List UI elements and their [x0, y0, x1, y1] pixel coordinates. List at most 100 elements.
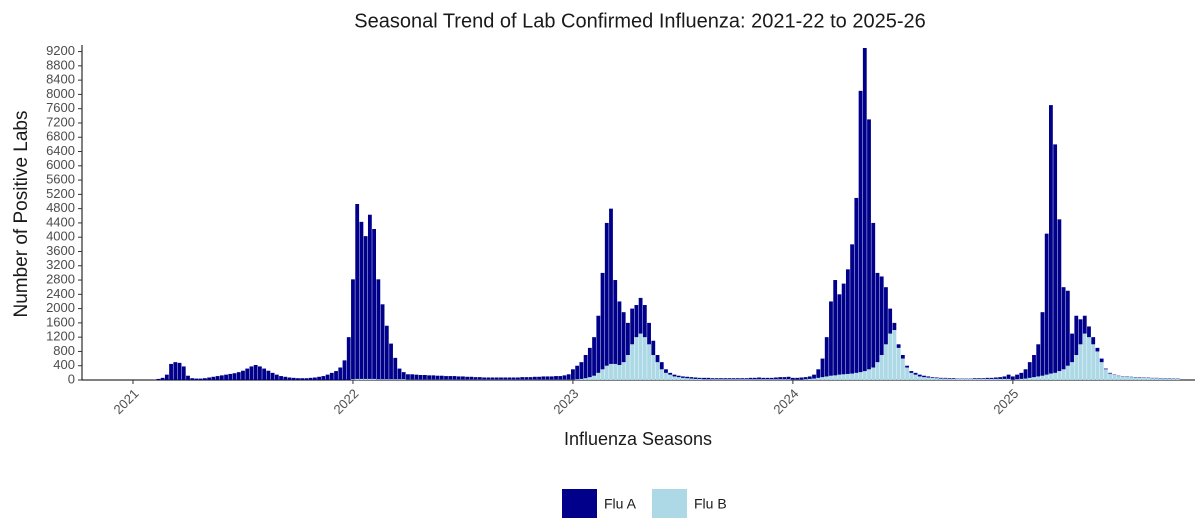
- bar: [431, 375, 436, 380]
- bar: [1044, 233, 1049, 375]
- bar: [985, 377, 990, 379]
- bar: [1091, 337, 1096, 345]
- bar: [617, 365, 622, 380]
- bar: [833, 280, 838, 376]
- bar: [710, 379, 715, 380]
- bar: [224, 374, 228, 380]
- bar: [579, 362, 584, 379]
- bar: [896, 344, 901, 348]
- bar: [287, 377, 292, 380]
- bar: [494, 377, 499, 380]
- bar: [1040, 375, 1045, 380]
- bar: [372, 228, 377, 379]
- bar: [879, 276, 884, 356]
- bar: [304, 378, 309, 380]
- bar: [867, 369, 871, 380]
- bar: [905, 365, 909, 368]
- bar: [1074, 315, 1079, 356]
- bar: [245, 368, 250, 380]
- y-tick-label: 6000: [46, 157, 75, 172]
- bar: [236, 372, 241, 380]
- bar: [473, 377, 478, 380]
- bar: [664, 369, 668, 373]
- bar: [1006, 374, 1011, 379]
- bar: [630, 308, 635, 345]
- bar: [655, 362, 660, 380]
- bar: [334, 371, 338, 380]
- bar: [198, 378, 203, 380]
- bar: [837, 294, 842, 375]
- bar: [702, 379, 706, 380]
- chart-title: Seasonal Trend of Lab Confirmed Influenz…: [354, 10, 926, 32]
- bar: [380, 304, 385, 380]
- bar: [731, 379, 736, 380]
- legend-label: Flu A: [604, 496, 637, 512]
- bar: [1099, 358, 1104, 363]
- bar: [943, 378, 948, 380]
- bar: [824, 376, 829, 380]
- bar: [892, 322, 897, 331]
- bar: [676, 375, 681, 378]
- bar: [998, 378, 1003, 380]
- bar: [427, 375, 432, 380]
- bar: [308, 377, 313, 380]
- bar: [761, 377, 766, 380]
- bar: [156, 378, 161, 380]
- bar: [845, 269, 850, 374]
- bar: [274, 374, 279, 380]
- bar: [829, 301, 833, 376]
- bar: [626, 355, 630, 380]
- bar: [613, 363, 618, 380]
- bar: [723, 379, 728, 380]
- bar: [448, 376, 453, 380]
- bar: [439, 375, 444, 380]
- bar: [697, 378, 702, 380]
- bar: [528, 377, 533, 380]
- bar: [329, 372, 334, 380]
- bar: [1087, 337, 1091, 380]
- bar: [1095, 351, 1100, 380]
- bar: [922, 377, 926, 380]
- bar: [325, 374, 330, 380]
- bar: [765, 379, 770, 380]
- x-tick-label: 2025: [990, 386, 1021, 417]
- bar: [177, 362, 182, 380]
- bar: [761, 379, 766, 380]
- bar: [706, 377, 711, 380]
- bar: [968, 378, 973, 380]
- bar: [862, 371, 867, 380]
- bar: [596, 315, 601, 373]
- bar: [875, 362, 880, 380]
- bar: [621, 362, 626, 380]
- bar: [879, 355, 884, 380]
- bar: [1010, 376, 1015, 380]
- bar: [651, 355, 656, 380]
- bar: [435, 375, 440, 380]
- bar: [740, 378, 745, 380]
- bar: [778, 379, 783, 380]
- bar: [338, 367, 343, 380]
- bar: [630, 344, 635, 380]
- bar: [1040, 312, 1045, 376]
- bar: [1120, 376, 1125, 380]
- bar: [317, 376, 322, 380]
- bar: [1002, 378, 1007, 380]
- bar: [410, 374, 415, 380]
- bar: [706, 379, 711, 380]
- bar: [296, 378, 300, 380]
- bar: [291, 377, 296, 380]
- bar: [190, 378, 195, 380]
- bar: [300, 378, 305, 380]
- bar: [181, 366, 186, 380]
- bar: [1103, 368, 1108, 370]
- bar: [676, 377, 681, 380]
- bar: [406, 374, 410, 380]
- bar: [393, 357, 398, 380]
- bar: [367, 378, 372, 380]
- bar: [757, 377, 761, 380]
- bar: [900, 358, 905, 380]
- bar: [765, 377, 770, 380]
- bar: [977, 378, 981, 380]
- bar: [735, 379, 740, 380]
- y-tick-label: 1200: [46, 329, 75, 344]
